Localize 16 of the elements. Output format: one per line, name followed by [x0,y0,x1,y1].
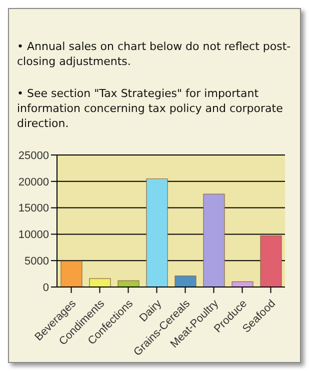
y-tick-label: 10000 [18,229,49,242]
bar [60,260,82,287]
y-tick-label: 20000 [18,176,49,188]
text: • Annual sales on chart below do not reflect post-closing adjustments. [17,39,292,69]
bar [260,235,282,287]
bar [146,178,168,287]
bar [174,276,196,287]
text: • See section "Tax Strategies" for important information concerning tax policy and corporate direction. [17,86,284,131]
bar [203,194,225,287]
y-tick-label: 15000 [18,202,49,215]
y-tick-label: 5000 [24,256,49,268]
bar [118,280,140,287]
y-tick-label: 0 [42,282,49,294]
y-tick-label: 25000 [18,150,49,162]
bar [232,281,254,287]
bar [89,278,111,287]
